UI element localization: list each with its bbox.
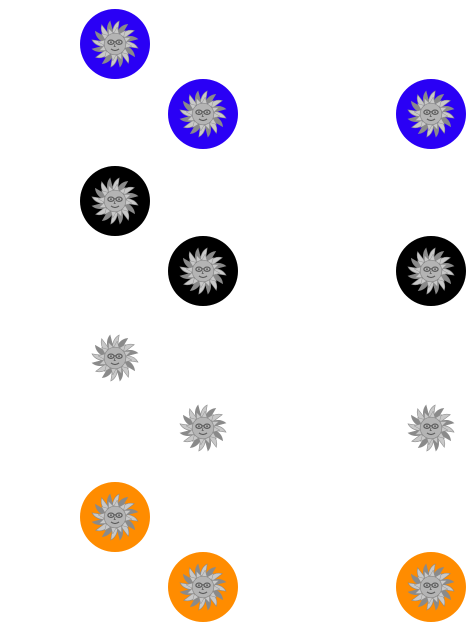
blue-sun-badge bbox=[80, 9, 150, 79]
sun-icon bbox=[88, 174, 142, 228]
sun-icon bbox=[176, 401, 230, 455]
orange-sun-badge bbox=[80, 482, 150, 552]
sun-icon bbox=[404, 560, 458, 614]
sun-icon bbox=[404, 87, 458, 141]
sun-icon bbox=[176, 560, 230, 614]
black-sun-badge bbox=[396, 236, 466, 306]
black-sun-badge bbox=[80, 166, 150, 236]
sun-icon bbox=[88, 331, 142, 385]
white-sun-badge bbox=[396, 393, 466, 463]
orange-sun-badge bbox=[168, 552, 238, 622]
sun-icon bbox=[404, 244, 458, 298]
sun-icon bbox=[88, 17, 142, 71]
blue-sun-badge bbox=[168, 79, 238, 149]
orange-sun-badge bbox=[396, 552, 466, 622]
sun-icon bbox=[176, 244, 230, 298]
white-sun-badge bbox=[168, 393, 238, 463]
sun-icon bbox=[88, 490, 142, 544]
sun-icon bbox=[176, 87, 230, 141]
blue-sun-badge bbox=[396, 79, 466, 149]
sun-icon bbox=[404, 401, 458, 455]
black-sun-badge bbox=[168, 236, 238, 306]
white-sun-badge bbox=[80, 323, 150, 393]
